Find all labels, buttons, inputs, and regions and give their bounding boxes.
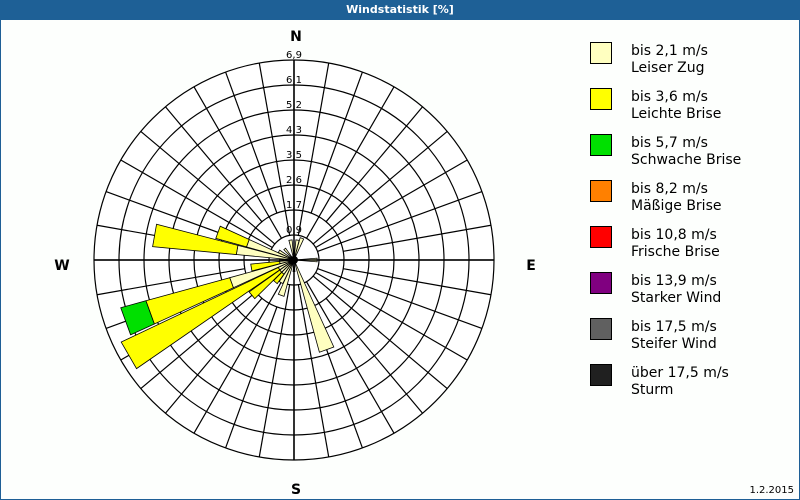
legend-range: bis 17,5 m/s <box>631 319 717 335</box>
legend-swatch <box>590 272 612 294</box>
compass-north: N <box>290 29 302 45</box>
petal-segment <box>277 249 295 261</box>
compass-axes <box>94 60 494 460</box>
legend-swatch <box>590 88 612 110</box>
petal-segment <box>288 239 295 261</box>
ring-label: 1,7 <box>286 200 302 211</box>
ring-label: 2,6 <box>286 175 302 186</box>
petal-segment <box>293 259 335 353</box>
petal-segment <box>250 260 281 272</box>
legend-label: Schwache Brise <box>631 152 742 168</box>
petal-segment <box>120 300 155 336</box>
legend-label: Frische Brise <box>631 244 720 260</box>
petal-segment <box>120 266 281 370</box>
legend-range: bis 5,7 m/s <box>631 135 708 151</box>
legend-swatch <box>590 226 612 248</box>
legend-swatch <box>590 134 612 156</box>
legend-range: bis 2,1 m/s <box>631 43 708 59</box>
compass-east: E <box>526 258 536 274</box>
chart-date: 1.2.2015 <box>749 485 794 496</box>
petal-segment <box>273 271 285 285</box>
ring-label: 6,1 <box>286 75 302 86</box>
legend-range: bis 10,8 m/s <box>631 227 717 243</box>
ring-label: 6,9 <box>286 50 302 61</box>
legend-swatch <box>590 180 612 202</box>
wind-rose-chart: 0,9 1,7 2,6 3,5 4,3 5,2 6,1 6,9 N E S W <box>54 29 536 498</box>
petal-segment <box>215 225 250 248</box>
legend-swatch <box>590 318 612 340</box>
ring-label: 5,2 <box>286 100 302 111</box>
legend-label: Leiser Zug <box>631 60 705 76</box>
legend-label: Sturm <box>631 382 674 398</box>
legend-label: Starker Wind <box>631 290 722 306</box>
ring-label: 0,9 <box>286 225 302 236</box>
petal-segment <box>248 269 283 300</box>
ring-labels: 0,9 1,7 2,6 3,5 4,3 5,2 6,1 6,9 <box>286 50 302 236</box>
legend-range: über 17,5 m/s <box>631 365 729 381</box>
ring-label: 4,3 <box>286 125 302 136</box>
ring-label: 3,5 <box>286 150 302 161</box>
compass-south: S <box>291 482 301 498</box>
legend-swatch <box>590 364 612 386</box>
legend-range: bis 8,2 m/s <box>631 181 708 197</box>
legend-label: Leichte Brise <box>631 106 722 122</box>
legend-label: Steifer Wind <box>631 336 717 352</box>
petal-segment <box>152 223 239 255</box>
wind-petals <box>120 223 335 370</box>
legend-swatch <box>590 42 612 64</box>
window-title: Windstatistik [%] <box>0 0 800 20</box>
legend-range: bis 13,9 m/s <box>631 273 717 289</box>
legend-label: Mäßige Brise <box>631 198 722 214</box>
legend-range: bis 3,6 m/s <box>631 89 708 105</box>
petal-segment <box>293 237 305 261</box>
compass-west: W <box>54 258 69 274</box>
